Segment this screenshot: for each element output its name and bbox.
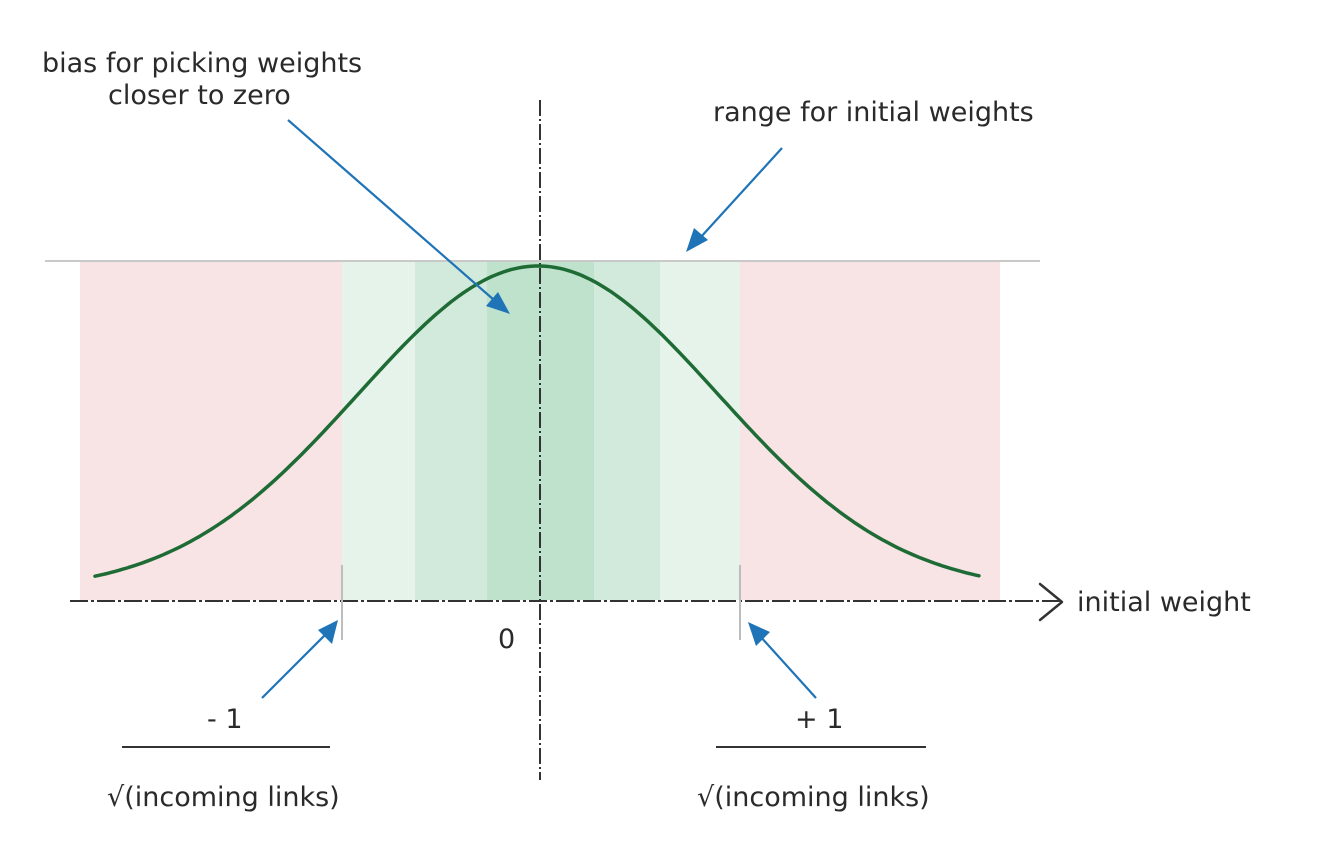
- arrow-range: [686, 147, 783, 252]
- range-band-light-right: [660, 262, 740, 600]
- out-of-range-region-right: [740, 262, 1000, 600]
- range-band-mid-left: [415, 262, 487, 600]
- bias-label-line1: bias for picking weights: [42, 48, 362, 79]
- positive-bound-numerator: + 1: [795, 704, 843, 735]
- range-band-mid-right: [594, 262, 660, 600]
- arrow-negative-bound: [261, 620, 338, 699]
- x-axis-label: initial weight: [1077, 587, 1251, 618]
- arrow-positive-bound: [748, 622, 817, 699]
- bell-curve: [93, 264, 981, 578]
- arrow-bias: [287, 119, 510, 314]
- positive-bound-denominator: √(incoming links): [697, 782, 930, 813]
- negative-bound-numerator: - 1: [207, 704, 243, 735]
- out-of-range-region-left: [80, 262, 342, 600]
- x-axis-arrowhead: [1038, 582, 1064, 622]
- bias-label-line2: closer to zero: [108, 80, 291, 111]
- zero-label: 0: [498, 624, 515, 655]
- range-band-light-left: [342, 262, 415, 600]
- negative-bound-denominator: √(incoming links): [107, 782, 340, 813]
- range-label: range for initial weights: [713, 97, 1034, 128]
